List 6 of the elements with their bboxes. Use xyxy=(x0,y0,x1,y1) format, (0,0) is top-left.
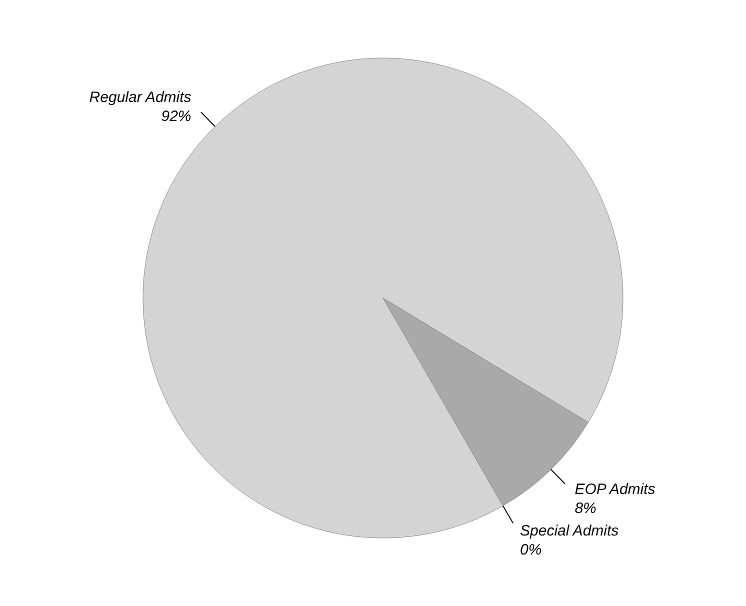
legend-label: Special Admits xyxy=(520,522,620,540)
data-label: 92% xyxy=(161,108,192,126)
data-label: 8% xyxy=(574,500,596,517)
slice-label: Regular Admits xyxy=(89,89,192,106)
text: 0% xyxy=(520,541,542,558)
slice-label: EOP Admits xyxy=(574,480,656,498)
